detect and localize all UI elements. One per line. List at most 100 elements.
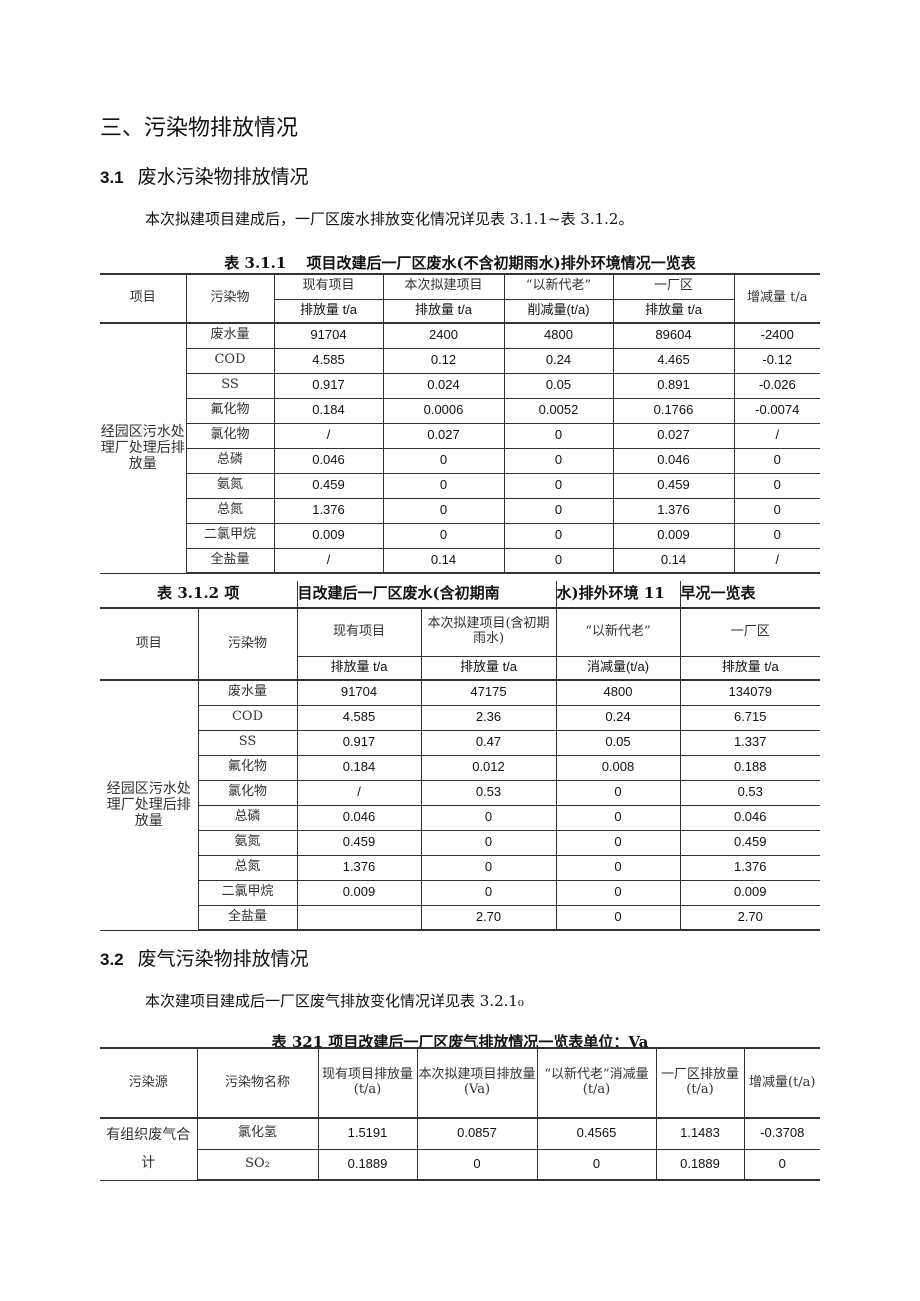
pollutant-name: 全盐量 (185, 547, 275, 574)
pollutant-name: SS (185, 372, 275, 399)
value-cell: 0.008 (555, 754, 681, 781)
table-row: 项目 污染物 现有项目 本次拟建项目(含初期雨水) “以新代老” 一厂区 (100, 607, 820, 681)
value-cell: 91704 (273, 322, 384, 349)
value-cell: 0.1889 (655, 1148, 745, 1181)
value-cell: 0 (503, 497, 614, 524)
pollutant-name: 氟化物 (185, 397, 275, 424)
header-unit: 排放量 t/a (273, 298, 384, 324)
value-cell: 0.05 (555, 729, 681, 756)
value-cell: 0.459 (273, 472, 384, 499)
value-cell: 0 (420, 854, 557, 881)
value-cell: 1.337 (679, 729, 820, 756)
header-unit: 排放量 t/a (679, 655, 820, 681)
value-cell (296, 904, 422, 931)
table-row: 有组织废气合计 氯化氢 1.5191 0.0857 0.4565 1.1483 -0.370… (100, 1117, 820, 1181)
value-cell: 0 (503, 472, 614, 499)
pollutant-name: 氯化物 (197, 779, 298, 806)
subsection-3-1: 3.1 废水污染物排放情况 (100, 162, 309, 189)
value-cell: 0.53 (420, 779, 557, 806)
subsection-3-2: 3.2 废气污染物排放情况 (100, 944, 309, 971)
row-group-label: 有组织废气合计 (100, 1117, 198, 1181)
value-cell: 0 (503, 447, 614, 474)
pollutant-name: 总磷 (185, 447, 275, 474)
pollutant-name: 总氮 (185, 497, 275, 524)
value-cell: 0 (503, 422, 614, 449)
table-row: 总氮 1.376 0 0 1.376 (100, 854, 820, 881)
value-cell: 0 (382, 522, 505, 549)
header-item: 项目 (100, 273, 187, 324)
header-column: 一厂区 (679, 607, 820, 657)
value-cell: 0 (555, 829, 681, 856)
header-unit: 排放量 t/a (612, 298, 735, 324)
table-row: COD 4.585 0.12 0.24 4.465 -0.12 (100, 347, 820, 374)
pollutant-name: 氨氮 (185, 472, 275, 499)
value-cell: 0.4565 (536, 1117, 657, 1150)
header-unit: 排放量 t/a (382, 298, 505, 324)
value-cell: 0.53 (679, 779, 820, 806)
value-cell: 89604 (612, 322, 735, 349)
row-group-label: 经园区污水处理厂处理后排放量 (100, 679, 199, 931)
table-row: SS 0.917 0.024 0.05 0.891 -0.026 (100, 372, 820, 399)
value-cell: 0.027 (612, 422, 735, 449)
value-cell: 1.376 (679, 854, 820, 881)
value-cell: 0.05 (503, 372, 614, 399)
pollutant-name: 氯化物 (185, 422, 275, 449)
table-3-2-1: 污染源 污染物名称 现有项目排放量(t/a) 本次拟建项目排放量(Va) “以新代老”消… (100, 1047, 820, 1181)
row-group-label: 经园区污水处理厂处理后排放量 (100, 322, 187, 574)
pollutant-name: 全盐量 (197, 904, 298, 931)
value-cell: 0 (555, 854, 681, 881)
table-row: SS 0.917 0.47 0.05 1.337 (100, 729, 820, 756)
header-unit: 排放量 t/a (420, 655, 557, 681)
value-cell: 0 (733, 472, 820, 499)
section-title: 三、污染物排放情况 (100, 116, 299, 141)
value-cell: 0 (420, 829, 557, 856)
pollutant-name: 总氮 (197, 854, 298, 881)
table-row: 污染源 污染物名称 现有项目排放量(t/a) 本次拟建项目排放量(Va) “以新代老”消… (100, 1047, 820, 1119)
title-part: 水)排外环境 11 (555, 581, 681, 607)
value-cell: 0.009 (612, 522, 735, 549)
value-cell: 0.47 (420, 729, 557, 756)
value-cell: 0.009 (679, 879, 820, 906)
value-cell: 0 (420, 879, 557, 906)
value-cell: 0.1766 (612, 397, 735, 424)
pollutant-name: 总磷 (197, 804, 298, 831)
header-column: 污染源 (100, 1047, 198, 1119)
value-cell: 1.1483 (655, 1117, 745, 1150)
table-row: 项目 污染物 现有项目 本次拟建项目 “以新代老” 一厂区 增减量 t/a (100, 273, 820, 324)
value-cell: 0.917 (273, 372, 384, 399)
value-cell: 0.0006 (382, 397, 505, 424)
value-cell: 0.24 (555, 704, 681, 731)
table-row: 全盐量 2.70 0 2.70 (100, 904, 820, 931)
value-cell: 0.009 (273, 522, 384, 549)
pollutant-name: SS (197, 729, 298, 756)
header-unit: 消减量(t/a) (555, 655, 681, 681)
value-cell: 0 (416, 1148, 538, 1181)
pollutant-name: 废水量 (185, 322, 275, 349)
value-cell: -0.3708 (743, 1117, 820, 1150)
pollutant-name: 二氯甲烷 (185, 522, 275, 549)
table-row: 氨氮 0.459 0 0 0.459 0 (100, 472, 820, 499)
table-row: 排放量 t/a 排放量 t/a 消减量(t/a) 排放量 t/a (100, 655, 820, 681)
table-row: 总磷 0.046 0 0 0.046 0 (100, 447, 820, 474)
value-cell: -0.0074 (733, 397, 820, 424)
pollutant-name: 氯化氢 (196, 1117, 319, 1150)
table-row: 氟化物 0.184 0.012 0.008 0.188 (100, 754, 820, 781)
value-cell: 0.14 (382, 547, 505, 574)
table-row: 二氯甲烷 0.009 0 0 0.009 0 (100, 522, 820, 549)
value-cell: 91704 (296, 679, 422, 706)
value-cell: 0.459 (296, 829, 422, 856)
value-cell: 0 (743, 1148, 820, 1181)
value-cell: 0 (733, 522, 820, 549)
value-cell: 4800 (555, 679, 681, 706)
value-cell: 6.715 (679, 704, 820, 731)
value-cell: 0.24 (503, 347, 614, 374)
pollutant-name: SO₂ (196, 1148, 319, 1181)
value-cell: 4.465 (612, 347, 735, 374)
value-cell: / (273, 547, 384, 574)
value-cell: -0.12 (733, 347, 820, 374)
header-unit: 排放量 t/a (296, 655, 422, 681)
value-cell: / (733, 422, 820, 449)
header-column: 一厂区排放量(t/a) (655, 1047, 745, 1119)
pollutant-name: 废水量 (197, 679, 298, 706)
